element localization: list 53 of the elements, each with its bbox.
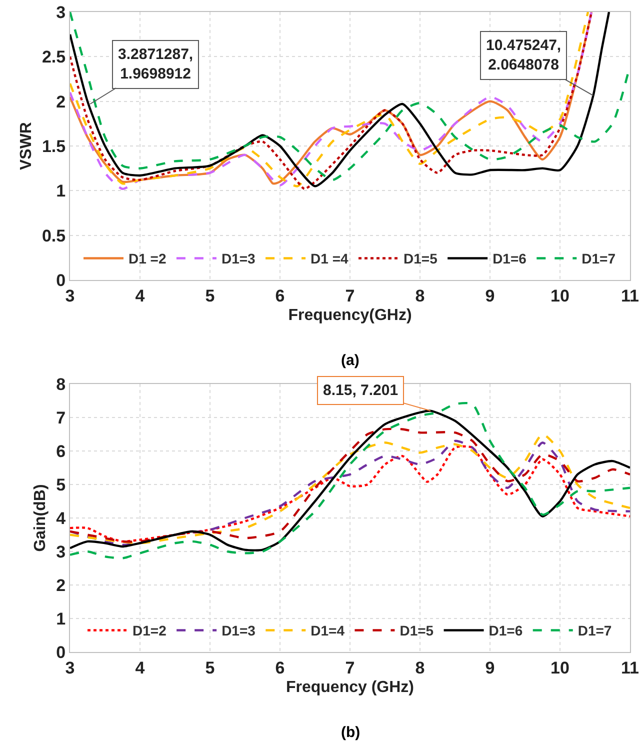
legend-label: D1=4 bbox=[310, 622, 345, 639]
y-tick-label: 8 bbox=[56, 374, 66, 394]
y-tick-label: 3 bbox=[56, 2, 66, 22]
x-tick-label: 6 bbox=[275, 286, 285, 306]
x-tick-label: 6 bbox=[275, 658, 285, 678]
legend-label: D1=3 bbox=[222, 622, 256, 639]
y-tick-label: 1 bbox=[56, 182, 66, 201]
y-tick-label: 1.5 bbox=[42, 136, 66, 156]
y-tick-label: 0.5 bbox=[42, 226, 66, 246]
legend-label: D1=6 bbox=[488, 622, 523, 639]
legend-label: D1=3 bbox=[221, 250, 256, 267]
text: (a) bbox=[341, 352, 360, 369]
legend-label: D1=7 bbox=[578, 622, 612, 639]
y-tick-label: 4 bbox=[56, 508, 66, 528]
y-tick-label: 7 bbox=[56, 408, 66, 428]
legend-label: D1=5 bbox=[403, 250, 438, 267]
y-axis-title: VSWR bbox=[18, 122, 35, 170]
x-tick-label: 5 bbox=[205, 658, 215, 678]
legend-label: D1=2 bbox=[132, 622, 167, 639]
y-tick-label: 2 bbox=[56, 92, 66, 112]
legend-label: D1 =2 bbox=[128, 250, 166, 267]
x-axis-title: Frequency(GHz) bbox=[288, 307, 412, 324]
annotation: 10.475247, 2.0648078 bbox=[486, 37, 562, 74]
x-tick-label: 8 bbox=[415, 658, 425, 678]
y-tick-label: 2.5 bbox=[42, 48, 66, 67]
y-tick-label: 5 bbox=[56, 475, 66, 494]
x-tick-label: 8 bbox=[415, 286, 425, 306]
legend-label: D1=6 bbox=[492, 250, 527, 267]
x-tick-label: 10 bbox=[550, 286, 570, 306]
y-tick-label: 0 bbox=[56, 642, 66, 662]
annotation: 3.2871287, 1.9698912 bbox=[118, 46, 194, 82]
y-tick-label: 6 bbox=[56, 442, 66, 461]
y-tick-label: 0 bbox=[56, 270, 66, 290]
x-tick-label: 10 bbox=[550, 658, 570, 678]
x-tick-label: 7 bbox=[345, 658, 355, 678]
x-tick-label: 4 bbox=[135, 658, 146, 678]
legend-label: D1=7 bbox=[582, 250, 616, 267]
x-tick-label: 11 bbox=[621, 658, 639, 678]
x-axis-title: Frequency (GHz) bbox=[286, 679, 414, 696]
y-axis-title: Gain(dB) bbox=[32, 484, 50, 552]
x-tick-label: 7 bbox=[345, 286, 355, 306]
y-tick-label: 3 bbox=[56, 542, 66, 562]
x-tick-label: 9 bbox=[485, 286, 495, 306]
y-tick-label: 2 bbox=[56, 576, 66, 595]
legend-label: D1=5 bbox=[400, 622, 434, 639]
y-tick-label: 1 bbox=[56, 609, 66, 628]
legend-label: D1 =4 bbox=[310, 250, 348, 267]
x-tick-label: 4 bbox=[135, 286, 146, 306]
x-tick-label: 11 bbox=[621, 286, 639, 306]
x-tick-label: 9 bbox=[485, 658, 495, 678]
text: (b) bbox=[341, 724, 360, 741]
x-tick-label: 5 bbox=[205, 286, 215, 306]
annotation: 8.15, 7.201 bbox=[323, 382, 398, 399]
